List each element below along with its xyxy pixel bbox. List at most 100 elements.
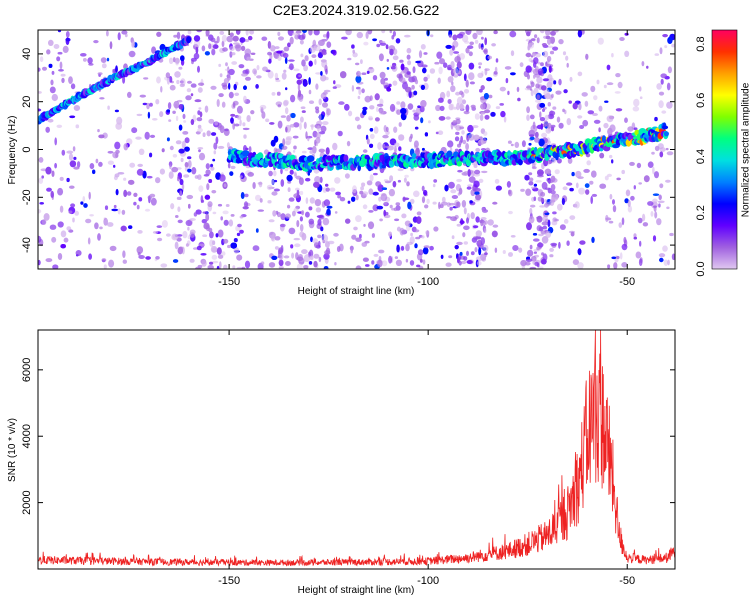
spectrogram-point: [202, 234, 208, 237]
spectrogram-point: [208, 118, 215, 124]
spectrogram-point: [280, 168, 283, 175]
spectrogram-point: [355, 215, 362, 223]
spectrogram-point: [211, 190, 217, 194]
spectrogram-point: [204, 105, 209, 113]
spectrogram-point: [312, 145, 317, 154]
spectrogram-point: [187, 168, 192, 173]
spectrogram-point: [612, 205, 617, 213]
spectrogram-point: [472, 225, 479, 229]
spectrogram-point: [113, 175, 118, 181]
spectrogram-point: [198, 107, 202, 110]
spectrogram-point: [444, 184, 449, 192]
spectrogram-point: [281, 145, 288, 150]
spectrogram-point: [438, 66, 443, 75]
spectrogram-point: [226, 35, 234, 43]
spectrogram-point: [412, 66, 416, 74]
spectrogram-point: [396, 109, 401, 115]
spectrogram-point: [322, 34, 327, 38]
spectrogram-point: [239, 229, 244, 234]
spectrogram-point: [574, 201, 580, 209]
spectrogram-point: [520, 260, 527, 267]
spectrogram-point: [166, 76, 170, 85]
spectrogram-point: [202, 211, 208, 214]
x-tick-label: -50: [619, 575, 635, 587]
spectrogram-point: [265, 118, 270, 123]
spectrogram-point: [541, 236, 549, 244]
spectrogram-point: [536, 37, 540, 44]
spectrogram-point: [407, 103, 414, 110]
spectrogram-point: [222, 210, 229, 215]
spectrogram-point: [211, 132, 217, 136]
spectrogram-point: [478, 178, 484, 183]
spectrogram-point: [607, 127, 613, 136]
spectrogram-point: [298, 34, 305, 41]
spectrogram-point: [534, 137, 540, 143]
colorbar: 0.0 0.2 0.4 0.6 0.8 Normalized spectral ampl…: [695, 29, 750, 277]
spectrogram-point: [172, 110, 176, 115]
spectrogram-point: [271, 255, 278, 260]
spectrogram-point: [361, 72, 367, 75]
spectrogram-point: [416, 216, 422, 224]
snr-frame: [37, 329, 676, 570]
spectrogram-point: [213, 150, 217, 155]
spectrogram-point: [97, 129, 100, 133]
spectrogram-point: [376, 103, 384, 107]
spectrogram-point: [59, 205, 64, 213]
spectrogram-point: [232, 35, 239, 42]
spectrogram-point: [320, 125, 327, 133]
spectrogram-point: [435, 104, 441, 112]
spectrogram-point: [448, 103, 454, 111]
spectrogram-point: [599, 183, 607, 189]
spectrogram-point: [666, 101, 673, 109]
spectrogram-point: [271, 234, 275, 241]
spectrogram-point: [60, 244, 66, 249]
spectrogram-panel: -150 -100 -50 -40 -20 0 20 40 Height of straig…: [7, 29, 676, 297]
spectrogram-point: [243, 201, 249, 208]
spectrogram-point: [566, 240, 570, 246]
spectrogram-point: [187, 156, 192, 160]
spectrogram-point: [389, 103, 396, 112]
spectrogram-point: [611, 256, 617, 260]
spectrogram-point: [94, 222, 99, 230]
spectrogram-point: [651, 151, 655, 155]
spectrogram-point: [85, 218, 92, 224]
spectrogram-point: [350, 248, 354, 254]
spectrogram-point: [463, 207, 467, 215]
spectrogram-point: [274, 236, 281, 241]
spectrogram-point: [461, 200, 467, 208]
spectrogram-point: [632, 106, 640, 112]
spectrogram-point: [469, 81, 475, 85]
spectrogram-point: [361, 88, 365, 94]
spectrogram-point: [231, 61, 238, 65]
spectrogram-point: [609, 154, 613, 159]
spectrogram-point: [285, 213, 291, 219]
spectrogram-point: [123, 143, 129, 151]
spectrogram-point: [218, 93, 224, 98]
spectrogram-point: [244, 193, 249, 198]
spectrogram-point: [99, 226, 103, 230]
spectrogram-point: [172, 154, 178, 158]
spectrogram-point: [423, 52, 428, 55]
spectrogram-point: [325, 68, 328, 75]
spectrogram-point: [138, 148, 145, 155]
spectrogram-point: [262, 66, 268, 72]
spectrogram-point: [287, 180, 292, 184]
spectrogram-point: [552, 46, 559, 51]
spectrogram-point: [478, 43, 482, 49]
spectrogram-point: [337, 130, 343, 137]
spectrogram-point: [128, 50, 136, 58]
spectrogram-point: [178, 148, 185, 154]
spectrogram-point: [459, 126, 465, 130]
spectrogram-point: [390, 66, 396, 70]
spectrogram-point: [374, 93, 380, 101]
spectrogram-point: [437, 77, 441, 84]
spectrogram-point: [529, 134, 535, 137]
spectrogram-point: [182, 113, 186, 119]
spectrogram-point: [233, 247, 240, 254]
spectrogram-point: [177, 176, 180, 182]
spectrogram-point: [237, 115, 242, 120]
spectrogram-point: [448, 202, 456, 206]
spectrogram-point: [424, 204, 429, 209]
spectrogram-point: [529, 114, 535, 120]
